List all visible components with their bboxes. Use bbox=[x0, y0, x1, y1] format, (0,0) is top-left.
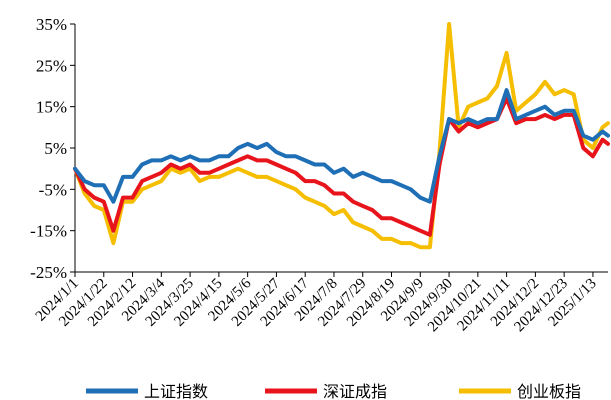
y-tick-label: -5% bbox=[39, 180, 67, 199]
series-line-2 bbox=[73, 96, 610, 237]
legend: 上证指数 深证成指 创业板指 bbox=[86, 382, 581, 400]
y-axis: 35% 25% 15% 5% -5% -15% -25% bbox=[30, 15, 76, 282]
plot-area bbox=[73, 22, 610, 250]
y-tick-label: -15% bbox=[30, 222, 67, 241]
x-axis: 2024/1/12024/1/222024/2/122024/3/42024/3… bbox=[33, 271, 608, 335]
series-line-1 bbox=[73, 88, 610, 204]
y-tick-label: 15% bbox=[36, 98, 67, 117]
y-tick-label: 5% bbox=[44, 139, 67, 158]
legend-label-3: 创业板指 bbox=[517, 382, 581, 400]
legend-label-2: 深证成指 bbox=[323, 382, 387, 400]
legend-label-1: 上证指数 bbox=[144, 382, 208, 400]
y-tick-label: -25% bbox=[30, 263, 67, 282]
y-tick-label: 25% bbox=[36, 56, 67, 75]
series-line-3 bbox=[73, 22, 610, 250]
y-tick-label: 35% bbox=[36, 15, 67, 34]
